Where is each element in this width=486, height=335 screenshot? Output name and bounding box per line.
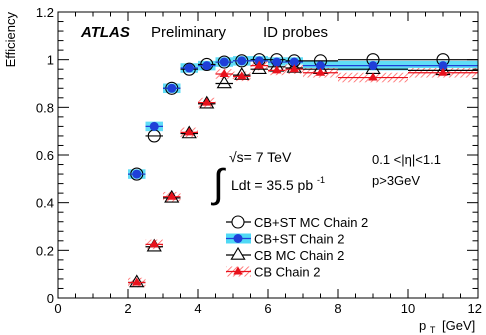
cb-st-data-point xyxy=(289,57,299,67)
legend-filled-circle-icon xyxy=(233,234,243,243)
y-tick-label: 1 xyxy=(47,53,54,68)
x-tick-label: 12 xyxy=(468,301,482,316)
x-tick-label: 0 xyxy=(54,301,61,316)
axis-ticks: 0 2 4 6 8 10 12 0 0.2 0.4 0.6 0.8 1 1.2 xyxy=(36,5,482,316)
pt-cut-label: p>3GeV xyxy=(372,173,420,188)
cb-st-data-point xyxy=(219,57,229,67)
cb-st-data-point xyxy=(167,83,177,93)
cb-st-data-point xyxy=(368,61,378,71)
cb-st-data-point xyxy=(132,169,142,179)
cb-data-point xyxy=(289,64,299,73)
preliminary-label: Preliminary xyxy=(151,24,227,41)
luminosity-exponent: -1 xyxy=(317,175,325,185)
y-axis-label: Efficiency xyxy=(3,12,18,68)
cb-st-data-point xyxy=(438,61,448,71)
y-tick-label: 0.2 xyxy=(36,243,54,258)
probes-label: ID probes xyxy=(263,24,328,41)
cb-data-point xyxy=(368,72,378,81)
cb-mc-point xyxy=(286,59,302,73)
x-axis-label-main: p xyxy=(419,318,426,333)
x-axis-label-unit: [GeV] xyxy=(442,318,475,333)
cb-st-mc-point xyxy=(182,62,196,76)
cb-data-point xyxy=(272,65,282,74)
y-tick-label: 0 xyxy=(47,291,54,306)
cb-data-point xyxy=(202,97,212,106)
legend-entry-label: CB Chain 2 xyxy=(254,265,320,280)
legend-entry-label: CB+ST Chain 2 xyxy=(254,232,344,247)
cb-data-point xyxy=(132,277,142,286)
cb-mc-point xyxy=(129,274,145,288)
x-tick-label: 6 xyxy=(264,301,271,316)
atlas-label: ATLAS xyxy=(80,24,130,41)
x-tick-label: 4 xyxy=(194,301,201,316)
cb-data-point xyxy=(315,67,326,76)
cb-st-data-point xyxy=(272,57,282,67)
x-tick-label: 2 xyxy=(124,301,131,316)
cb-mc-point xyxy=(216,75,232,89)
x-tick-label: 8 xyxy=(334,301,341,316)
cb-data-point xyxy=(438,67,448,76)
cb-st-data-point xyxy=(202,61,212,71)
cb-st-data-point xyxy=(237,56,247,66)
data-points xyxy=(128,53,478,288)
luminosity-label: Ldt = 35.5 pb -1 xyxy=(231,175,325,193)
cb-st-data-point xyxy=(316,61,325,71)
x-axis-label-sub: T xyxy=(430,325,436,335)
legend-open-triangle-icon xyxy=(230,246,246,260)
cb-data-point xyxy=(167,191,177,200)
y-tick-label: 0.8 xyxy=(36,100,54,115)
cb-data-point xyxy=(184,127,194,136)
y-tick-label: 0.4 xyxy=(36,196,54,211)
x-tick-label: 10 xyxy=(401,301,415,316)
legend-filled-triangle-icon xyxy=(233,266,243,275)
cb-data-point xyxy=(254,60,264,69)
cb-data-point xyxy=(219,68,229,77)
luminosity-main: Ldt = 35.5 pb xyxy=(231,177,313,193)
cb-data-point xyxy=(237,71,247,80)
x-axis-label: p T [GeV] xyxy=(419,318,475,335)
sqrt-s-label: √s= 7 TeV xyxy=(229,149,292,165)
legend: CB+ST MC Chain 2 CB+ST Chain 2CB MC Chain… xyxy=(226,215,368,280)
cb-st-data-point xyxy=(184,63,194,73)
legend-entry-label: CB MC Chain 2 xyxy=(254,248,344,263)
cb-data-point xyxy=(149,239,159,248)
eta-cut-label: 0.1 <|η|<1.1 xyxy=(372,152,441,167)
legend-open-circle-icon xyxy=(231,215,245,229)
y-tick-label: 0.6 xyxy=(36,148,54,163)
cb-st-mc-point xyxy=(200,57,214,71)
integral-sign-icon: ∫ xyxy=(211,162,227,206)
legend-entry-label: CB+ST MC Chain 2 xyxy=(254,215,368,230)
cb-st-data-point xyxy=(149,121,159,131)
cb-mc-point xyxy=(234,67,250,80)
y-tick-label: 1.2 xyxy=(36,5,54,20)
